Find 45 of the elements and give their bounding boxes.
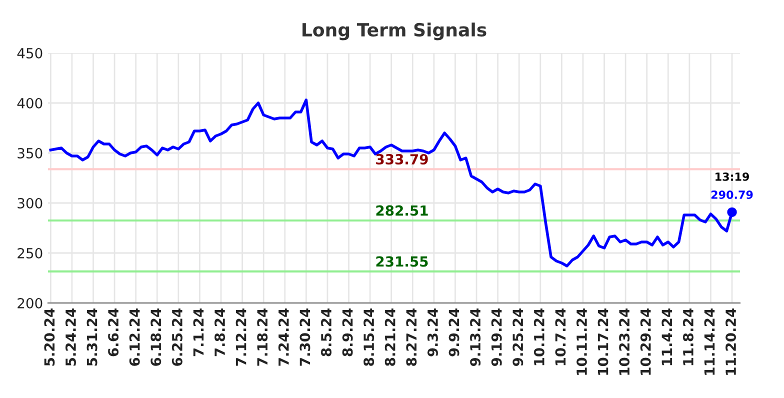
y-tick-label: 200 <box>18 298 42 308</box>
x-tick-label: 10.7.24 <box>555 308 566 366</box>
x-tick-label: 8.15.24 <box>364 308 374 366</box>
x-tick-label: 11.20.24 <box>726 308 736 375</box>
x-tick-label: 6.12.24 <box>129 308 140 366</box>
ref-line-label: 282.51 <box>376 205 428 216</box>
x-tick-label: 6.18.24 <box>150 308 162 366</box>
y-tick-label: 450 <box>17 48 42 58</box>
x-tick-label: 9.25.24 <box>512 308 524 366</box>
x-tick-label: 11.14.24 <box>704 308 715 375</box>
x-tick-label: 5.24.24 <box>65 308 76 366</box>
x-tick-label: 6.25.24 <box>172 308 182 366</box>
ref-line-label: 333.79 <box>376 154 428 165</box>
y-tick-label: 300 <box>18 198 42 208</box>
x-tick-label: 9.3.24 <box>427 308 438 356</box>
x-tick-label: 7.8.24 <box>214 308 226 356</box>
annotation: 13:19 <box>716 172 749 181</box>
x-tick-label: 7.30.24 <box>300 308 310 366</box>
x-tick-label: 10.23.24 <box>619 308 630 375</box>
x-tick-label: 5.31.24 <box>86 308 98 366</box>
x-tick-label: 7.1.24 <box>193 308 204 356</box>
x-tick-label: 7.24.24 <box>278 308 289 366</box>
x-tick-label: 10.17.24 <box>598 308 608 375</box>
x-tick-label: 7.12.24 <box>236 308 246 366</box>
x-tick-label: 9.19.24 <box>491 308 502 366</box>
x-tick-label: 9.13.24 <box>470 308 481 366</box>
x-tick-label: 11.4.24 <box>662 308 672 366</box>
x-tick-label: 8.27.24 <box>406 308 417 366</box>
x-tick-label: 10.29.24 <box>640 308 651 375</box>
x-tick-label: 8.21.24 <box>384 308 396 366</box>
chart-title: Long Term Signals <box>302 22 486 40</box>
x-tick-label: 6.6.24 <box>108 308 119 356</box>
x-tick-label: 8.9.24 <box>342 308 353 356</box>
x-tick-label: 9.9.24 <box>448 308 460 356</box>
x-tick-label: 10.11.24 <box>576 308 587 375</box>
x-tick-label: 10.1.24 <box>534 308 544 366</box>
x-tick-label: 11.8.24 <box>682 308 694 366</box>
annotation: 290.79 <box>711 190 753 199</box>
y-tick-label: 400 <box>17 98 42 108</box>
x-tick-label: 5.20.24 <box>44 308 55 366</box>
x-tick-label: 8.5.24 <box>320 308 332 356</box>
y-tick-label: 350 <box>18 148 42 158</box>
ref-line-label: 231.55 <box>376 256 428 267</box>
x-tick-label: 7.18.24 <box>257 308 268 366</box>
y-tick-label: 250 <box>18 248 42 258</box>
